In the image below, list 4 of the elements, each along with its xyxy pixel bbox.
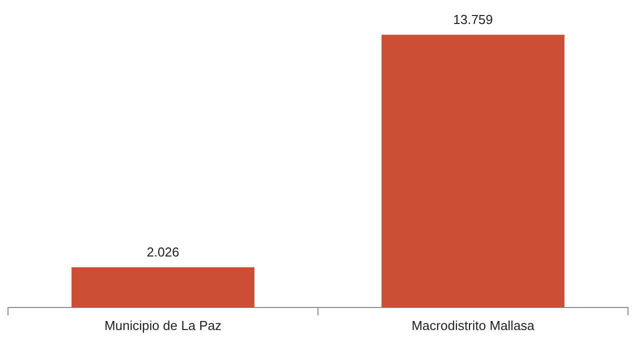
data-label: 2.026 xyxy=(146,244,180,260)
x-tick-label: Macrodistrito Mallasa xyxy=(412,318,536,333)
x-tick-label: Municipio de La Paz xyxy=(104,318,222,333)
data-label: 13.759 xyxy=(453,12,493,27)
